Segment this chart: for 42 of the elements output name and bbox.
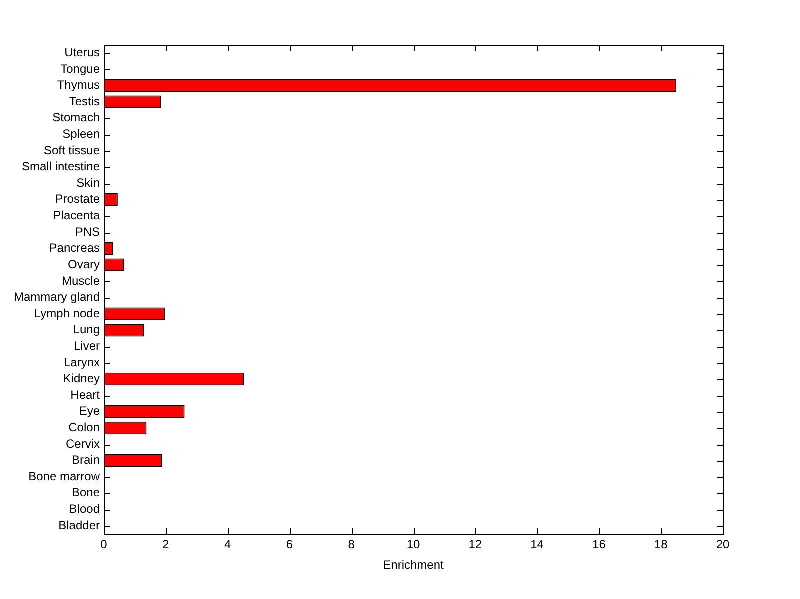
y-tick-label: Liver (74, 338, 100, 353)
x-tick-label: 4 (224, 538, 232, 552)
x-tick-label: 12 (468, 538, 482, 552)
x-tick-label: 8 (348, 538, 356, 552)
y-tick-label: Mammary gland (14, 290, 100, 304)
y-tick-label: Bladder (58, 518, 100, 532)
y-tick-label: PNS (75, 224, 100, 239)
y-tick-label: Ovary (68, 257, 100, 272)
y-tick-label: Kidney (63, 372, 100, 386)
x-tick-label: 10 (406, 538, 420, 552)
y-tick-label: Thymus (57, 78, 100, 92)
y-tick-label: Muscle (62, 274, 100, 288)
y-tick-label: Uterus (64, 45, 100, 60)
y-tick-label: Cervix (66, 436, 100, 451)
y-tick-label: Heart (70, 388, 101, 402)
x-tick-label: 14 (530, 538, 544, 552)
y-tick-label: Stomach (52, 110, 100, 125)
y-tick-label: Bone marrow (28, 469, 100, 484)
y-tick-label: Soft tissue (44, 143, 100, 158)
y-tick-label: Testis (69, 94, 100, 108)
x-tick-label: 2 (162, 538, 170, 552)
y-tick-label: Brain (72, 453, 100, 468)
y-tick-label: Bone (72, 486, 100, 500)
y-tick-label: Blood (69, 502, 100, 516)
y-tick-label: Colon (68, 420, 100, 435)
x-tick-label: 0 (100, 538, 108, 552)
y-tick-label: Lymph node (34, 306, 100, 320)
y-tick-label: Skin (76, 176, 100, 190)
x-tick-label: 6 (286, 538, 294, 552)
y-tick-label: Pancreas (49, 241, 100, 256)
y-tick-label: Lung (73, 322, 100, 337)
y-tick-label: Small intestine (22, 160, 100, 174)
x-axis-title: Enrichment (383, 558, 445, 572)
y-tick-label: Larynx (64, 355, 100, 370)
y-tick-label: Tongue (60, 62, 100, 76)
x-tick-label: 16 (592, 538, 606, 552)
y-tick-label: Prostate (55, 192, 100, 206)
y-tick-label: Spleen (62, 127, 100, 141)
x-tick-label: 18 (654, 538, 668, 552)
y-tick-label: Eye (79, 404, 100, 418)
x-tick-label: 20 (716, 538, 730, 552)
y-tick-label: Placenta (53, 208, 100, 223)
